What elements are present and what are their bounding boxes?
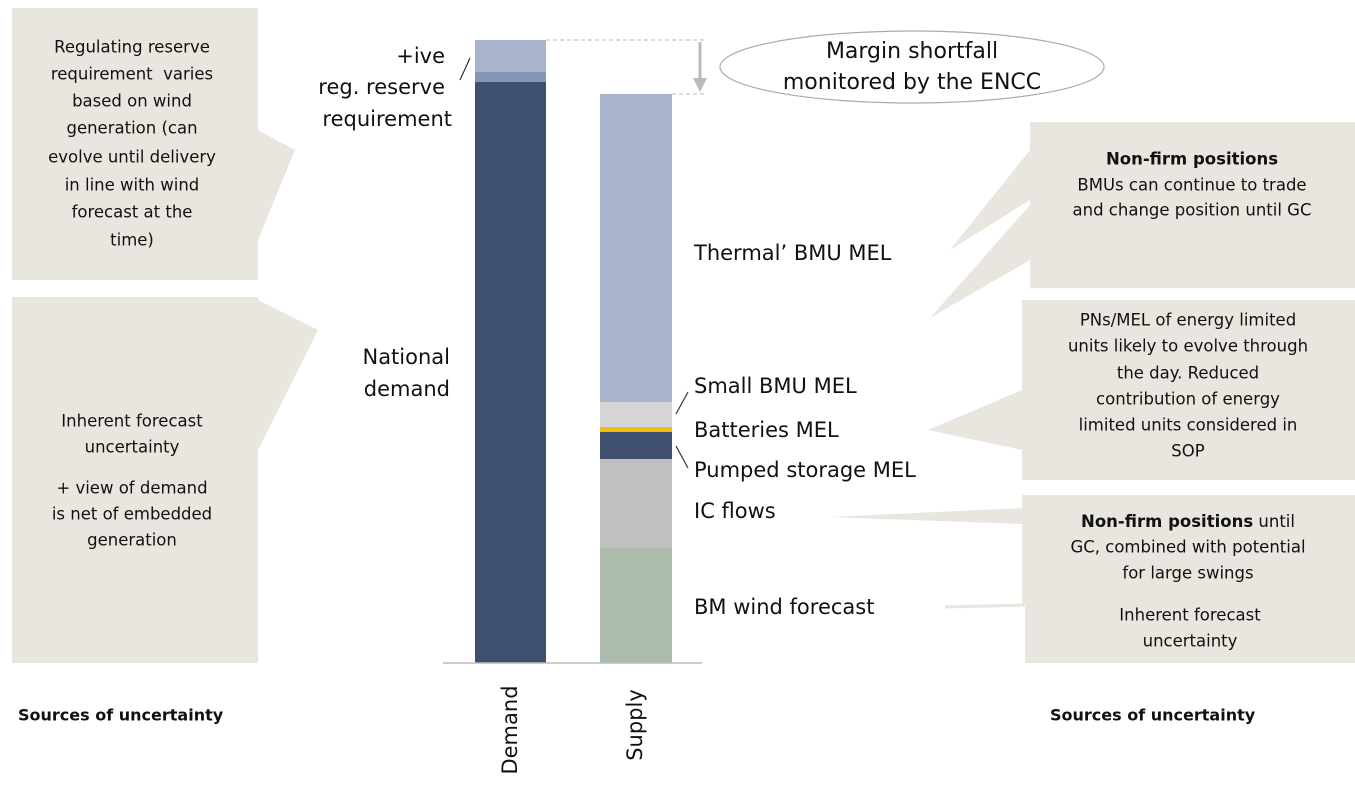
callout-text: Margin shortfall <box>826 39 998 64</box>
box-text: based on wind <box>72 92 192 111</box>
box-text: Inherent forecast <box>61 412 203 431</box>
demand-label: +ive <box>396 44 445 68</box>
x-label: Demand <box>498 685 522 774</box>
box-text: Non-firm positions until <box>1081 512 1295 531</box>
box-text: SOP <box>1171 442 1204 461</box>
leader-line <box>675 391 689 415</box>
box-text: Regulating reserve <box>54 38 210 57</box>
box-text: forecast at the <box>72 203 193 222</box>
demand-label: reg. reserve <box>318 75 445 99</box>
sources-label: Sources of uncertainty <box>18 706 224 725</box>
supply-label: BM wind forecast <box>694 595 874 619</box>
supply-label: Batteries MEL <box>694 418 839 442</box>
left-box: Inherent forecast uncertainty + view of … <box>12 297 318 663</box>
box-text: requirement varies <box>51 65 213 84</box>
demand-label: National <box>362 345 450 369</box>
supply-label: Small BMU MEL <box>694 374 857 398</box>
leader-line <box>675 445 689 469</box>
callout <box>719 30 1105 104</box>
box-text: contribution of energy <box>1096 390 1280 409</box>
box-text: in line with wind <box>65 176 200 195</box>
leader-line <box>459 57 471 81</box>
sources-label: Sources of uncertainty <box>1050 706 1256 725</box>
box-text: Inherent forecast <box>1119 606 1261 625</box>
box-text: uncertainty <box>1143 632 1238 651</box>
callout-text: monitored by the ENCC <box>783 70 1041 95</box>
right-box: Inherent forecast uncertainty <box>944 592 1355 663</box>
box-text-bold: Non-firm positions <box>1081 512 1253 531</box>
box-text: limited units considered in <box>1079 416 1298 435</box>
box-text: time) <box>110 231 154 250</box>
supply-label: IC flows <box>694 499 776 523</box>
left-box: Regulating reserve requirement varies ba… <box>12 8 295 280</box>
right-box: PNs/MEL of energy limited units likely t… <box>928 300 1355 480</box>
supply-bar <box>600 94 672 663</box>
right-box: Non-firm positions BMUs can continue to … <box>930 122 1355 318</box>
box-text: GC, combined with potential <box>1070 538 1305 557</box>
box-text: + view of demand <box>56 479 207 498</box>
box-text: Non-firm positions <box>1106 150 1278 169</box>
box-text: for large swings <box>1122 564 1253 583</box>
box-text: generation <box>87 531 177 550</box>
right-box: Non-firm positions until GC, combined wi… <box>830 495 1355 605</box>
box-text: PNs/MEL of energy limited <box>1080 311 1296 330</box>
box-text: uncertainty <box>85 438 180 457</box>
box-text: the day. Reduced <box>1117 364 1259 383</box>
demand-label: requirement <box>322 107 452 131</box>
box-text: is net of embedded <box>52 505 212 524</box>
supply-label: Pumped storage MEL <box>694 458 916 482</box>
box-text: generation (can <box>66 119 197 138</box>
arrow-head <box>693 78 707 92</box>
box-text: until <box>1253 512 1295 531</box>
box-text: evolve until delivery <box>48 148 216 167</box>
demand-label: demand <box>364 377 450 401</box>
box-text: units likely to evolve through <box>1068 337 1308 356</box>
demand-bar <box>475 40 546 663</box>
box-text: and change position until GC <box>1073 201 1312 220</box>
box-text: BMUs can continue to trade <box>1077 176 1306 195</box>
x-label: Supply <box>623 689 647 761</box>
supply-label: Thermal’ BMU MEL <box>693 241 892 265</box>
